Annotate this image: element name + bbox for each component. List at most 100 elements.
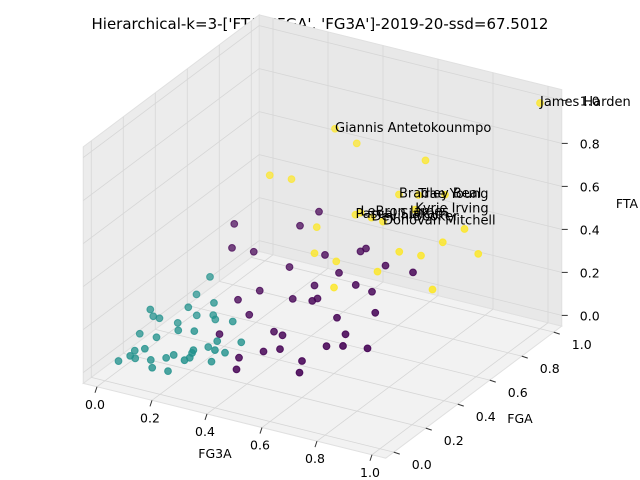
- x-tick: [259, 427, 263, 434]
- y-tick: [553, 331, 560, 335]
- point: [285, 263, 294, 271]
- grid-line: [83, 197, 260, 330]
- x-axis-title: FG3A: [198, 446, 232, 461]
- annotation: Devin Booker: [372, 210, 460, 225]
- z-tick-label: 0.6: [580, 179, 600, 194]
- point: [228, 317, 237, 326]
- grid-line: [83, 240, 260, 373]
- grid-line: [259, 154, 562, 230]
- point: [296, 221, 304, 230]
- grid-line: [187, 304, 490, 381]
- z-tick-label: 0.2: [580, 265, 600, 280]
- point: [339, 342, 347, 350]
- point: [414, 191, 423, 199]
- grid-line: [96, 254, 274, 388]
- point: [211, 315, 220, 324]
- point: [235, 353, 243, 362]
- y-tick-label: 1.0: [572, 337, 592, 352]
- point: [148, 363, 157, 372]
- point: [210, 298, 218, 307]
- point: [169, 351, 178, 359]
- grid-line: [259, 240, 562, 316]
- point: [331, 124, 339, 133]
- grid-line: [151, 268, 329, 401]
- grid-line: [83, 68, 260, 201]
- annotation: Kyrie Irving: [415, 202, 488, 217]
- point: [213, 337, 222, 346]
- grid-line: [83, 111, 260, 244]
- point: [255, 286, 264, 295]
- point: [474, 249, 483, 258]
- point: [192, 311, 201, 320]
- point: [335, 268, 343, 277]
- x-tick-label: 0.6: [250, 438, 270, 453]
- point: [207, 357, 216, 366]
- grid-line: [259, 68, 562, 144]
- grid-line: [123, 352, 426, 429]
- point: [265, 171, 274, 180]
- x-tick: [149, 400, 153, 407]
- y-tick-label: 0.0: [412, 457, 432, 472]
- x-tick-label: 0.0: [85, 397, 105, 412]
- y-tick-label: 0.6: [508, 385, 528, 400]
- back-pane: [258, 14, 563, 327]
- y-tick-label: 0.8: [540, 361, 560, 376]
- point: [298, 357, 306, 365]
- point: [190, 327, 199, 336]
- point: [130, 346, 139, 355]
- grid-line: [91, 376, 394, 453]
- x-tick: [314, 440, 318, 448]
- y-tick-label: 0.2: [444, 433, 464, 448]
- point: [146, 305, 155, 314]
- point: [184, 303, 193, 312]
- point: [351, 281, 360, 289]
- point: [421, 156, 430, 165]
- annotation: Trae Young: [417, 187, 488, 202]
- point: [313, 294, 322, 303]
- annotation: Bradley Beal: [399, 187, 481, 202]
- grid-line: [206, 281, 384, 415]
- point: [287, 175, 296, 184]
- grid-line: [316, 308, 494, 442]
- point: [315, 207, 323, 216]
- point: [135, 329, 144, 338]
- annotation: Pascal Siakam: [355, 207, 448, 222]
- y-tick: [457, 403, 464, 407]
- annotation: Donovan Mitchell: [383, 214, 496, 229]
- point: [373, 267, 382, 276]
- point: [259, 347, 268, 356]
- point: [155, 314, 164, 323]
- point: [395, 247, 404, 256]
- x-tick: [94, 386, 98, 393]
- point: [288, 294, 297, 303]
- annotation: James Harden: [539, 95, 631, 110]
- point: [341, 330, 350, 339]
- grid-line: [251, 256, 554, 333]
- y-tick: [521, 355, 528, 359]
- annotation: LeBron James: [361, 205, 450, 220]
- point: [237, 338, 246, 347]
- point: [379, 217, 387, 226]
- grid-line: [155, 328, 458, 405]
- point: [333, 313, 341, 322]
- point: [173, 319, 182, 327]
- grid-line: [371, 322, 549, 456]
- point: [206, 272, 214, 281]
- x-tick-label: 0.8: [305, 451, 325, 466]
- point: [351, 210, 360, 219]
- grid-line: [259, 25, 562, 101]
- point: [215, 330, 224, 339]
- point: [438, 238, 447, 247]
- y-tick: [425, 427, 432, 431]
- grid-line: [83, 25, 260, 158]
- point: [395, 190, 403, 199]
- point: [330, 283, 338, 292]
- point: [140, 344, 149, 353]
- point: [245, 310, 254, 319]
- y-axis-title: FGA: [507, 411, 533, 426]
- point: [352, 139, 361, 148]
- point: [131, 354, 140, 363]
- point: [409, 268, 417, 277]
- point: [234, 295, 242, 304]
- annotation: Giannis Antetokounmpo: [335, 121, 491, 136]
